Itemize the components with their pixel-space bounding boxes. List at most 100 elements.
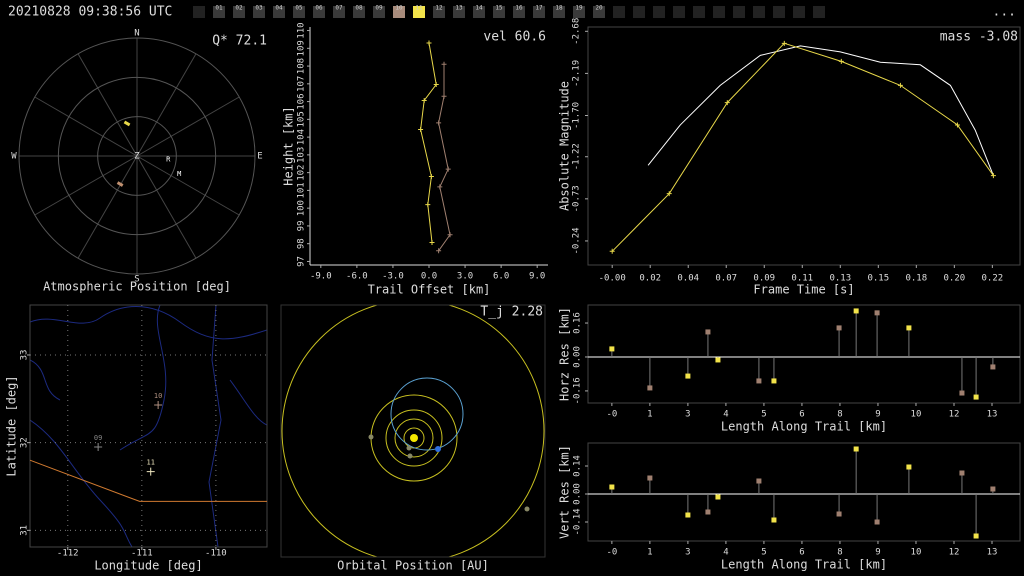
residual-marker xyxy=(705,329,711,335)
station-tab[interactable] xyxy=(353,6,365,18)
series-line xyxy=(647,45,994,176)
polar-spoke xyxy=(34,155,138,216)
polar-spoke xyxy=(77,53,138,157)
station-tab[interactable] xyxy=(553,6,565,18)
station-tab[interactable] xyxy=(213,6,225,18)
station-tab[interactable] xyxy=(473,6,485,18)
residual-marker xyxy=(959,390,965,396)
x-tick-label: 5 xyxy=(761,410,766,420)
y-tick-label: 98 xyxy=(297,238,307,249)
point-marker xyxy=(724,100,730,106)
residual-marker xyxy=(647,475,653,481)
station-tab[interactable] xyxy=(413,6,425,18)
residual-marker xyxy=(836,325,842,331)
station-tab[interactable] xyxy=(513,6,525,18)
y-tick-label: 31 xyxy=(20,525,30,536)
station-label: 09 xyxy=(94,434,102,442)
x-tick-label: 3 xyxy=(685,548,690,558)
x-tick-label: 0.07 xyxy=(715,274,737,284)
x-tick-label: -6.0 xyxy=(346,272,368,282)
x-tick-label: 3.0 xyxy=(457,272,473,282)
polar-spoke xyxy=(136,53,197,157)
x-tick-label: 0.04 xyxy=(677,274,699,284)
y-tick-label: 97 xyxy=(297,256,307,267)
point-marker xyxy=(421,98,427,104)
x-tick-label: 0.18 xyxy=(905,274,927,284)
residual-marker xyxy=(705,509,711,515)
station-tab[interactable] xyxy=(493,6,505,18)
y-tick-label: 106 xyxy=(297,93,307,109)
residual-marker xyxy=(715,494,721,500)
plot-frame xyxy=(280,304,546,558)
station-tab-label: 04 xyxy=(275,5,283,12)
y-tick-label: 104 xyxy=(297,129,307,145)
residual-marker xyxy=(647,385,653,391)
x-tick-label: 0.11 xyxy=(791,274,813,284)
station-tab[interactable] xyxy=(273,6,285,18)
direction-label: S xyxy=(134,275,139,285)
annotation: T_j 2.28 xyxy=(480,305,543,320)
point-marker xyxy=(609,248,615,254)
x-tick-label: 6.0 xyxy=(493,272,509,282)
station-tab[interactable] xyxy=(453,6,465,18)
residual-marker xyxy=(685,512,691,518)
point-marker xyxy=(441,93,447,99)
x-tick-label: 12 xyxy=(949,548,960,558)
station-tab[interactable] xyxy=(533,6,545,18)
station-tab-label: 06 xyxy=(315,5,323,12)
station-tab-label: 13 xyxy=(455,5,463,12)
x-tick-label: 6 xyxy=(799,410,804,420)
point-marker xyxy=(447,232,453,238)
polar-ring xyxy=(97,116,177,196)
station-tab[interactable] xyxy=(373,6,385,18)
station-tab[interactable] xyxy=(293,6,305,18)
menu-button[interactable]: ... xyxy=(993,5,1016,20)
point-marker xyxy=(990,173,996,179)
station-tab[interactable] xyxy=(233,6,245,18)
x-tick-label: 12 xyxy=(949,410,960,420)
point-marker xyxy=(954,122,960,128)
residual-marker xyxy=(609,346,615,352)
y-tick-label: -2.68 xyxy=(572,18,582,45)
plot-frame xyxy=(587,304,1021,404)
x-tick-label: 9 xyxy=(875,410,880,420)
station-tab[interactable] xyxy=(433,6,445,18)
station-marker: R xyxy=(166,155,171,163)
station-tab[interactable] xyxy=(393,6,405,18)
series-line xyxy=(611,42,994,252)
y-tick-label: -2.19 xyxy=(572,60,582,87)
point-marker xyxy=(436,248,442,254)
point-marker xyxy=(429,239,435,245)
station-tab[interactable] xyxy=(253,6,265,18)
x-axis-title: Frame Time [s] xyxy=(753,283,854,297)
y-tick-label: 105 xyxy=(297,111,307,127)
x-tick-label: -3.0 xyxy=(382,272,404,282)
y-tick-label: 100 xyxy=(297,200,307,216)
station-tab[interactable] xyxy=(333,6,345,18)
point-marker xyxy=(433,82,439,88)
x-tick-label: 5 xyxy=(761,548,766,558)
x-tick-label: 13 xyxy=(987,410,998,420)
trail-track xyxy=(29,459,267,502)
station-tab[interactable] xyxy=(593,6,605,18)
point-marker xyxy=(426,40,432,46)
station-tab-label: 07 xyxy=(335,5,343,12)
plot-frame xyxy=(587,442,1021,542)
station-tab[interactable] xyxy=(313,6,325,18)
point-marker xyxy=(897,82,903,88)
residual-marker xyxy=(906,325,912,331)
residual-marker xyxy=(771,517,777,523)
y-tick-label: 103 xyxy=(297,147,307,163)
residual-marker xyxy=(874,519,880,525)
y-tick-label: 101 xyxy=(297,182,307,198)
chart-title: Atmospheric Position [deg] xyxy=(43,280,231,294)
residual-marker xyxy=(715,357,721,363)
residual-marker xyxy=(990,486,996,492)
x-tick-label: 13 xyxy=(987,548,998,558)
x-axis-title: Length Along Trail [km] xyxy=(721,558,887,572)
chart-title: Orbital Position [AU] xyxy=(337,559,489,573)
station-tab[interactable] xyxy=(573,6,585,18)
x-tick-label: 0.22 xyxy=(982,274,1004,284)
